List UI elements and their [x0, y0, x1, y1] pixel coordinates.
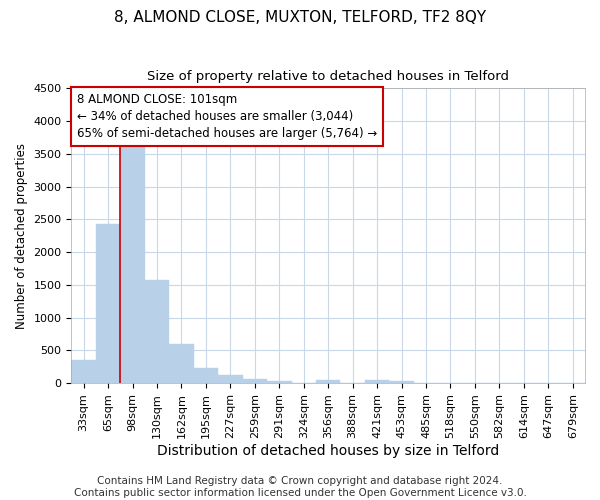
Bar — [121, 148, 145, 383]
Text: Contains HM Land Registry data © Crown copyright and database right 2024.
Contai: Contains HM Land Registry data © Crown c… — [74, 476, 526, 498]
X-axis label: Distribution of detached houses by size in Telford: Distribution of detached houses by size … — [157, 444, 499, 458]
Title: Size of property relative to detached houses in Telford: Size of property relative to detached ho… — [147, 70, 509, 83]
Bar — [96, 224, 121, 383]
Text: 8, ALMOND CLOSE, MUXTON, TELFORD, TF2 8QY: 8, ALMOND CLOSE, MUXTON, TELFORD, TF2 8Q… — [114, 10, 486, 25]
Bar — [389, 381, 414, 383]
Y-axis label: Number of detached properties: Number of detached properties — [15, 142, 28, 328]
Bar — [169, 344, 194, 383]
Bar — [145, 280, 169, 383]
Bar — [71, 360, 96, 383]
Bar — [365, 380, 389, 383]
Bar — [242, 378, 267, 383]
Bar — [194, 368, 218, 383]
Bar — [218, 374, 242, 383]
Text: 8 ALMOND CLOSE: 101sqm
← 34% of detached houses are smaller (3,044)
65% of semi-: 8 ALMOND CLOSE: 101sqm ← 34% of detached… — [77, 93, 377, 140]
Bar — [316, 380, 340, 383]
Bar — [267, 381, 292, 383]
